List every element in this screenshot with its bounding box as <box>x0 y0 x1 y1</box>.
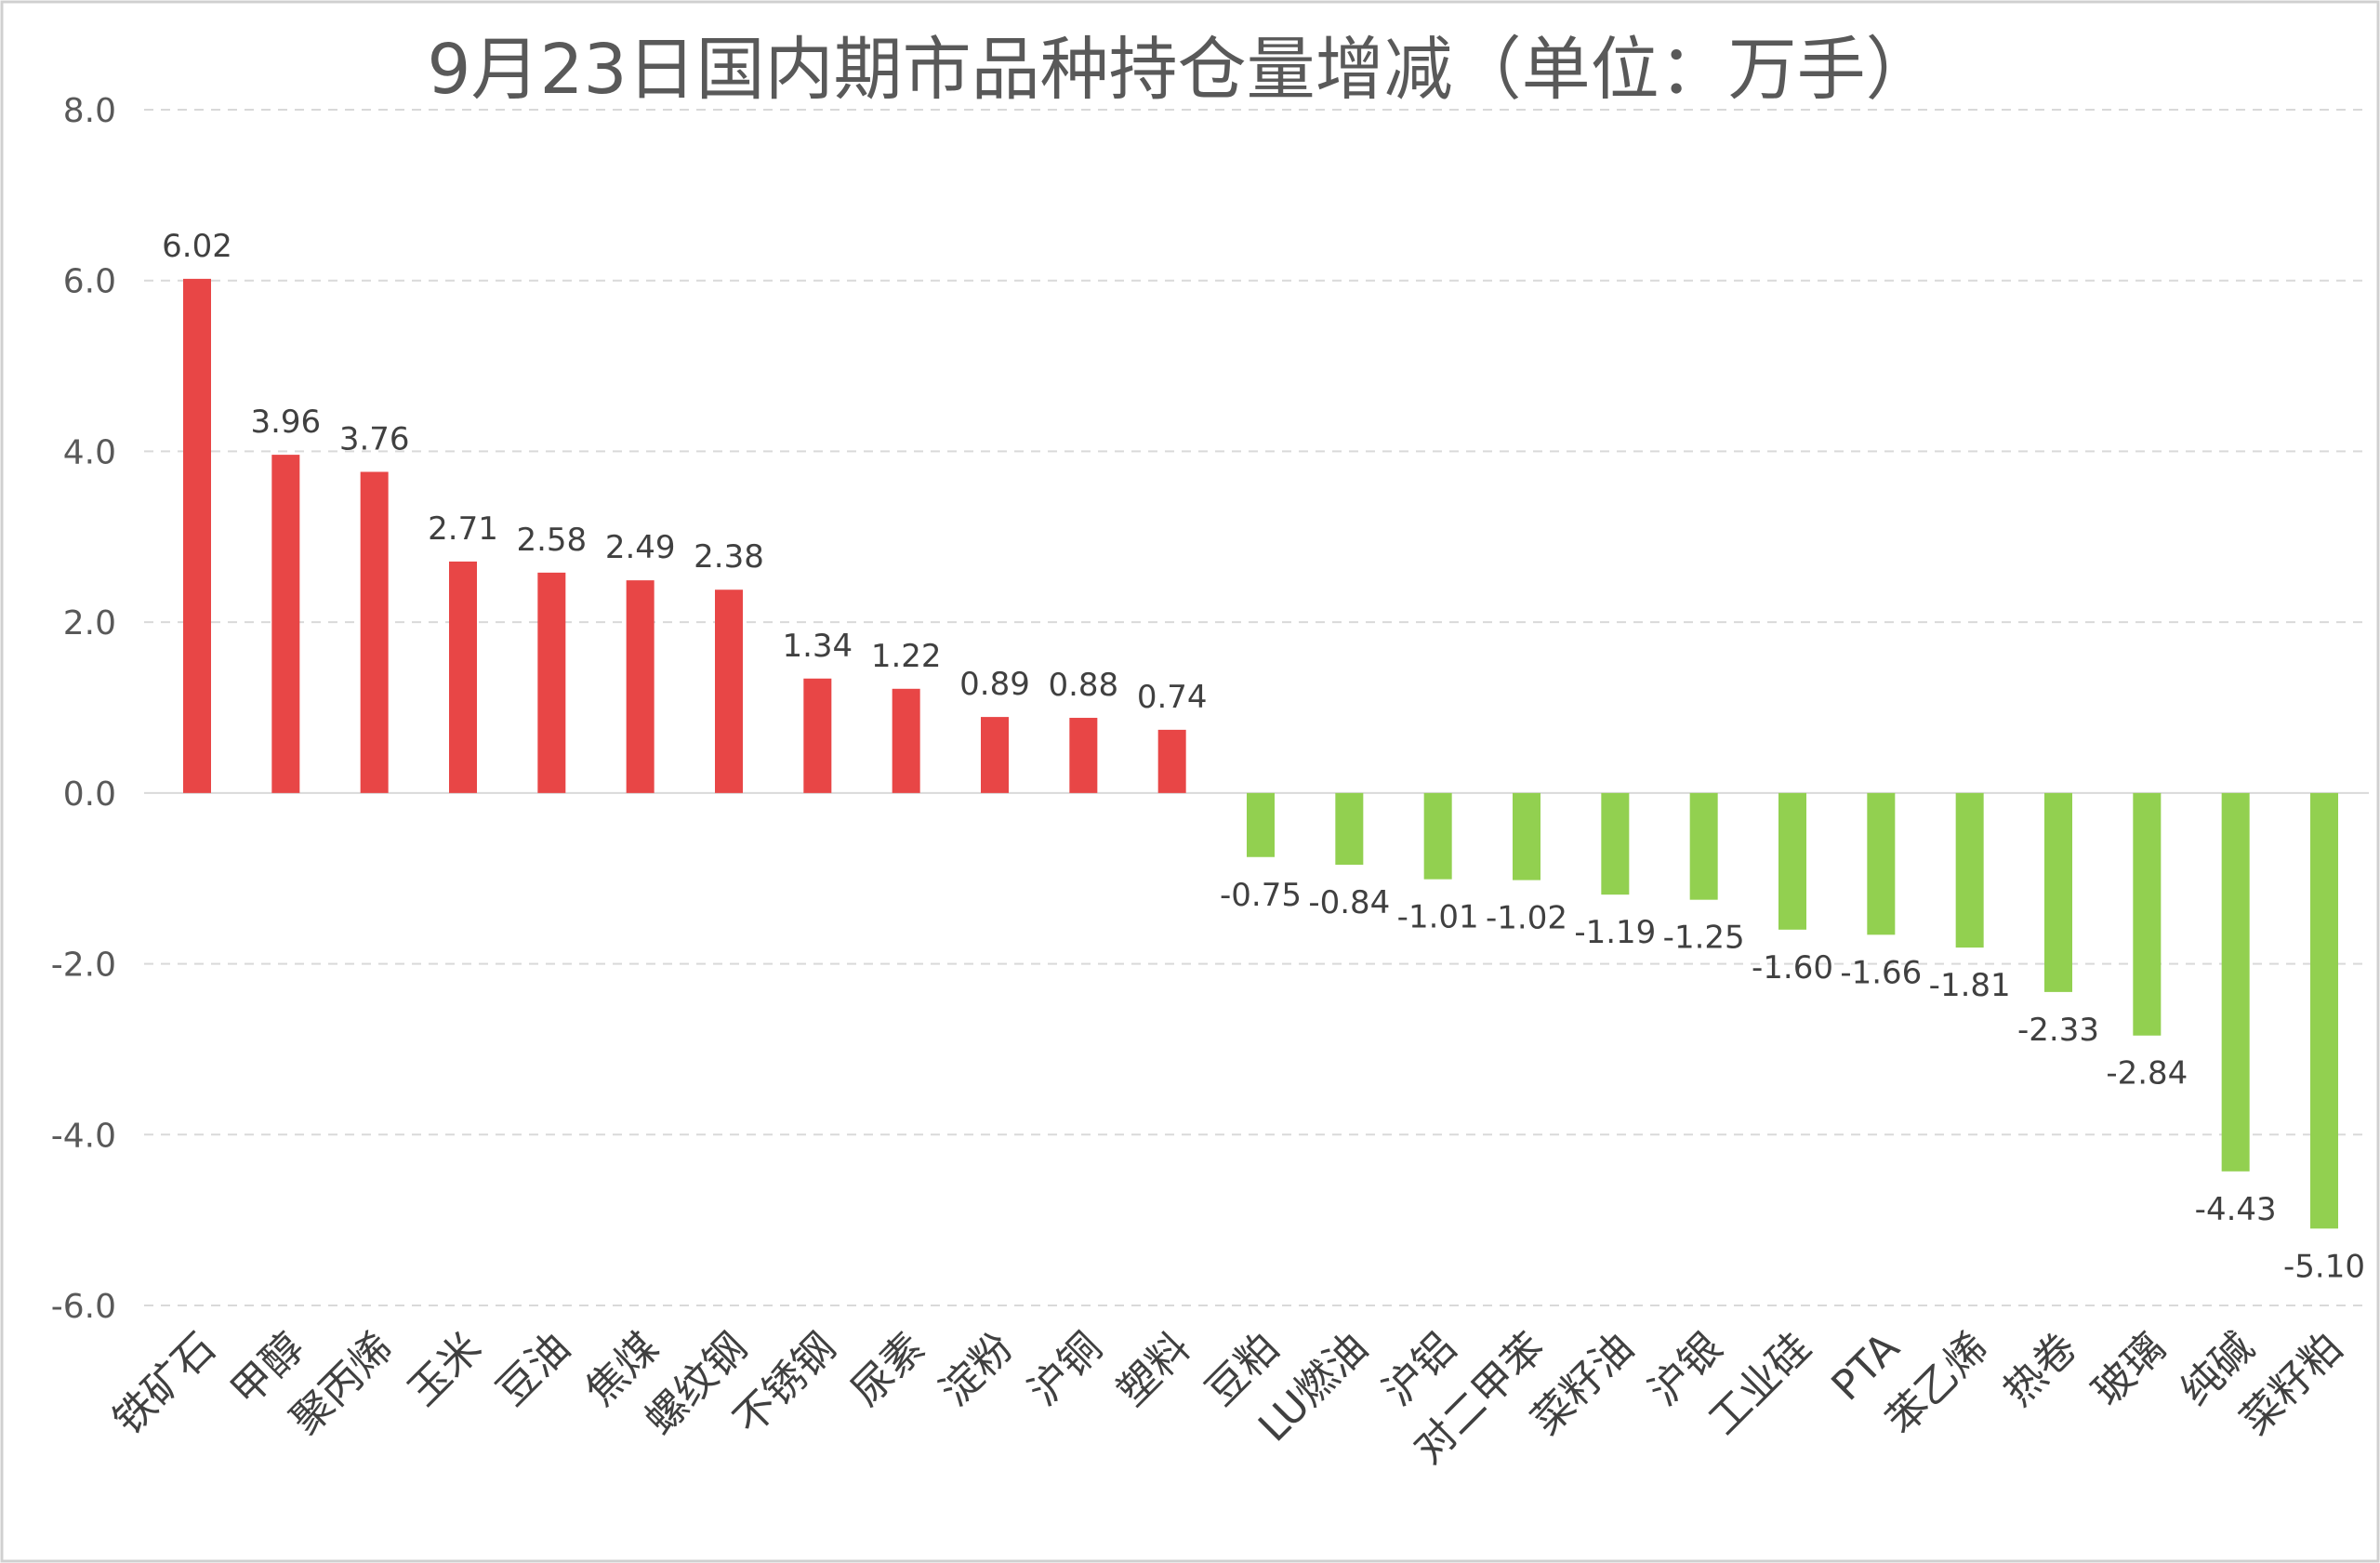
y-tick-label: -6.0 <box>51 1288 116 1326</box>
bar <box>2133 792 2162 1036</box>
data-label: 0.74 <box>1137 679 1208 716</box>
data-label: 0.89 <box>959 666 1030 703</box>
x-tick-label: 工业硅 <box>1699 1324 1819 1444</box>
y-tick-label: -4.0 <box>51 1117 116 1155</box>
bar <box>1069 718 1098 793</box>
data-label: -2.84 <box>2106 1055 2188 1093</box>
data-label: -4.43 <box>2195 1191 2277 1228</box>
bar <box>1513 792 1540 881</box>
bar <box>2310 792 2338 1229</box>
data-label: 2.71 <box>428 510 498 548</box>
bar <box>360 471 389 793</box>
data-label: -0.84 <box>1308 884 1390 921</box>
data-label: 0.88 <box>1048 667 1118 704</box>
bar <box>892 688 920 793</box>
bar <box>1247 792 1275 857</box>
y-tick-label: 6.0 <box>63 263 116 301</box>
x-tick-label: 苯乙烯 <box>1877 1324 1997 1444</box>
bar <box>1867 792 1896 935</box>
data-label: -0.75 <box>1220 877 1302 914</box>
data-label: -1.01 <box>1397 899 1479 936</box>
bar <box>1778 792 1806 930</box>
bar <box>803 678 832 793</box>
bar <box>1689 792 1718 900</box>
x-tick-label: 铁矿石 <box>104 1324 224 1444</box>
data-label: -5.10 <box>2283 1248 2365 1285</box>
bar <box>183 278 211 793</box>
data-label: -2.33 <box>2017 1012 2099 1049</box>
data-label: 2.58 <box>516 522 587 559</box>
bar <box>2044 792 2072 992</box>
data-label: -1.60 <box>1752 949 1833 987</box>
bar <box>271 455 300 793</box>
bar <box>981 717 1009 793</box>
data-label: 6.02 <box>162 228 232 265</box>
data-label: 1.22 <box>871 638 942 675</box>
data-label: -1.66 <box>1840 954 1922 991</box>
data-label: -1.19 <box>1574 914 1656 951</box>
y-tick-label: 8.0 <box>63 92 116 130</box>
data-label: 3.96 <box>250 404 321 441</box>
x-tick-label: 尿素 <box>842 1324 933 1415</box>
data-label: 1.34 <box>782 628 853 665</box>
data-label: 2.49 <box>605 529 676 566</box>
x-tick-label: 聚丙烯 <box>282 1324 402 1444</box>
y-tick-label: -2.0 <box>51 947 116 985</box>
bar <box>2221 792 2250 1172</box>
bar <box>537 572 566 793</box>
data-label: -1.81 <box>1929 967 2011 1004</box>
x-tick-label: 沪铜 <box>1020 1324 1111 1415</box>
bar <box>1955 792 1984 948</box>
x-tick-label: 塑料 <box>1108 1324 1199 1415</box>
data-label: -1.25 <box>1663 920 1745 957</box>
x-tick-label: 菜籽油 <box>1523 1324 1643 1444</box>
gridlines <box>144 109 2369 1306</box>
y-tick-label: 2.0 <box>63 604 116 642</box>
bar <box>626 580 654 793</box>
y-tick-label: 4.0 <box>63 433 116 471</box>
chart-title: 9月23日国内期市品种持仓量增减（单位：万手） <box>427 30 1934 110</box>
x-tick-label: 淀粉 <box>931 1324 1022 1415</box>
x-tick-label: 玻璃 <box>2083 1324 2175 1415</box>
y-tick-label: 0.0 <box>63 775 116 814</box>
data-label: -1.02 <box>1486 900 1567 937</box>
bars <box>183 278 2338 1229</box>
x-tick-label: 菜籽粕 <box>2231 1324 2351 1444</box>
bar <box>449 561 477 793</box>
data-label: 3.76 <box>339 420 410 457</box>
bar <box>1335 792 1364 866</box>
y-axis-ticks: 8.0 6.0 4.0 2.0 0.0 -2.0 -4.0 -6.0 <box>51 92 116 1326</box>
data-labels: 6.02 3.96 3.76 2.71 2.58 2.49 2.38 1.34 1.22 0.89… <box>162 228 2365 1285</box>
bar <box>1601 792 1630 895</box>
x-tick-label: 豆油 <box>488 1324 579 1415</box>
x-tick-label: 螺纹钢 <box>636 1324 756 1444</box>
x-tick-label: 热卷 <box>1994 1324 2085 1415</box>
bar <box>715 589 743 793</box>
data-label: 2.38 <box>694 538 764 576</box>
bar <box>1157 729 1186 793</box>
x-tick-label: 玉米 <box>399 1324 490 1415</box>
x-axis-ticks: 铁矿石甲醇聚丙烯玉米豆油焦煤螺纹钢不锈钢尿素淀粉沪铜塑料豆粕LU燃油沪铝对二甲苯… <box>104 1324 2351 1474</box>
bar <box>1423 792 1452 880</box>
x-tick-label: 不锈钢 <box>725 1324 845 1444</box>
